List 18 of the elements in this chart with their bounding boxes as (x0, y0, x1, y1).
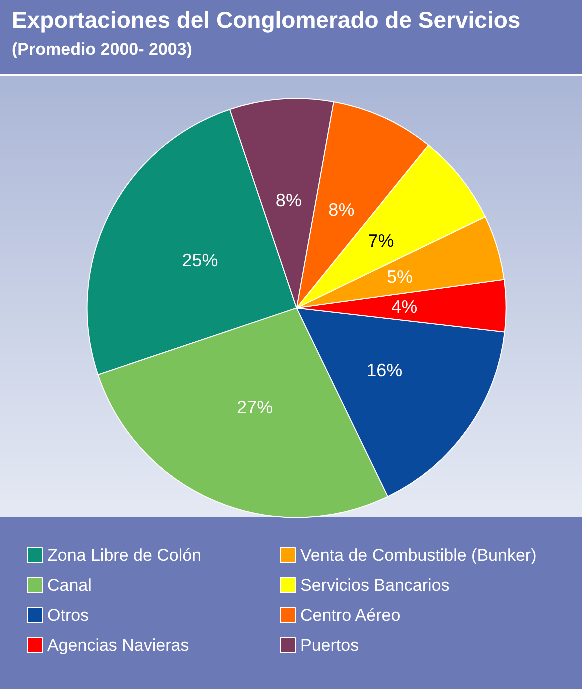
legend-label: Zona Libre de Colón (48, 546, 202, 565)
data-label: 4% (392, 297, 418, 318)
data-label: 5% (386, 267, 413, 288)
legend-label: Agencias Navieras (48, 636, 190, 655)
data-label: 25% (182, 250, 218, 270)
legend-label: Centro Aéreo (300, 606, 401, 625)
legend-label: Canal (48, 576, 92, 595)
legend-label: Venta de Combustible (Bunker) (300, 546, 537, 565)
chart-title: Exportaciones del Conglomerado de Servicios (12, 7, 521, 33)
legend-label: Otros (48, 606, 90, 625)
data-label: 16% (366, 360, 403, 381)
data-label: 8% (276, 190, 302, 211)
data-label: 7% (368, 231, 394, 252)
chart-subtitle: (Promedio 2000- 2003) (12, 40, 192, 59)
data-label: 8% (328, 200, 355, 220)
legend-label: Puertos (300, 636, 360, 655)
legend-label: Servicios Bancarios (300, 576, 450, 595)
data-label: 27% (237, 398, 274, 418)
